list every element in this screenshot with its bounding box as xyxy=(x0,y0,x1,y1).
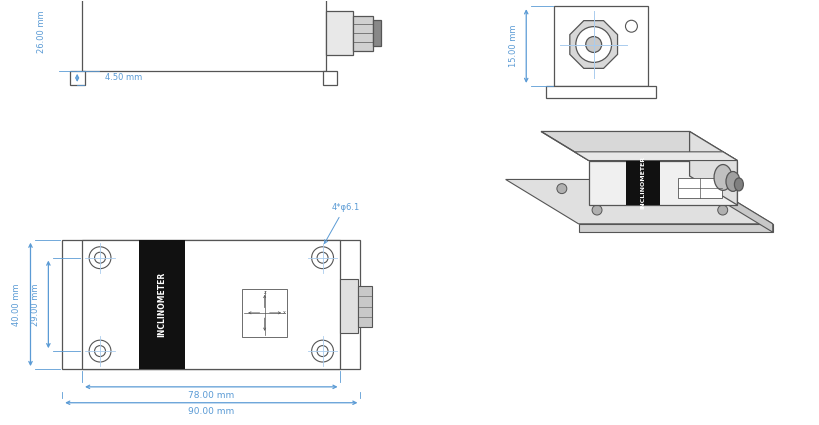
Circle shape xyxy=(576,27,612,62)
Circle shape xyxy=(717,205,728,215)
Bar xyxy=(546,86,656,98)
Circle shape xyxy=(89,340,111,362)
Polygon shape xyxy=(626,161,660,205)
Ellipse shape xyxy=(714,164,732,190)
Circle shape xyxy=(312,340,333,362)
Bar xyxy=(359,286,373,327)
Bar xyxy=(62,240,360,369)
Bar xyxy=(82,240,341,369)
Polygon shape xyxy=(589,161,737,205)
Bar xyxy=(242,289,287,337)
Circle shape xyxy=(317,346,328,357)
Ellipse shape xyxy=(735,178,744,191)
Polygon shape xyxy=(578,224,773,232)
Text: x: x xyxy=(283,310,286,315)
Circle shape xyxy=(312,247,333,269)
Text: 4.50 mm: 4.50 mm xyxy=(105,74,143,82)
Polygon shape xyxy=(541,131,737,161)
Circle shape xyxy=(89,247,111,269)
Circle shape xyxy=(682,184,693,194)
Polygon shape xyxy=(690,131,737,205)
Bar xyxy=(373,20,381,46)
Bar xyxy=(139,240,185,369)
Circle shape xyxy=(94,252,106,263)
Text: 4*φ6.1: 4*φ6.1 xyxy=(332,203,360,212)
Circle shape xyxy=(317,252,328,263)
Text: INCLINOMETER: INCLINOMETER xyxy=(158,272,167,337)
Text: 90.00 mm: 90.00 mm xyxy=(188,407,234,416)
Bar xyxy=(554,6,649,86)
Polygon shape xyxy=(678,178,722,198)
Text: 78.00 mm: 78.00 mm xyxy=(188,391,234,400)
Text: 40.00 mm: 40.00 mm xyxy=(12,283,21,326)
Bar xyxy=(325,11,353,55)
Bar xyxy=(82,0,325,71)
Text: 26.00 mm: 26.00 mm xyxy=(37,10,46,53)
Polygon shape xyxy=(541,131,589,161)
Text: 15.00 mm: 15.00 mm xyxy=(509,25,518,67)
Bar xyxy=(341,278,359,333)
Circle shape xyxy=(592,205,602,215)
Polygon shape xyxy=(570,21,618,68)
Polygon shape xyxy=(700,179,773,232)
Text: INCLINOMETER: INCLINOMETER xyxy=(640,156,645,210)
Bar xyxy=(353,16,373,51)
Text: 29.00 mm: 29.00 mm xyxy=(31,283,40,326)
Bar xyxy=(323,71,337,85)
Bar xyxy=(70,71,85,85)
Circle shape xyxy=(586,37,602,52)
Polygon shape xyxy=(574,152,737,161)
Polygon shape xyxy=(505,179,773,224)
Ellipse shape xyxy=(726,172,740,191)
Text: z: z xyxy=(264,290,266,295)
Circle shape xyxy=(557,184,567,194)
Circle shape xyxy=(626,20,637,32)
Circle shape xyxy=(94,346,106,357)
